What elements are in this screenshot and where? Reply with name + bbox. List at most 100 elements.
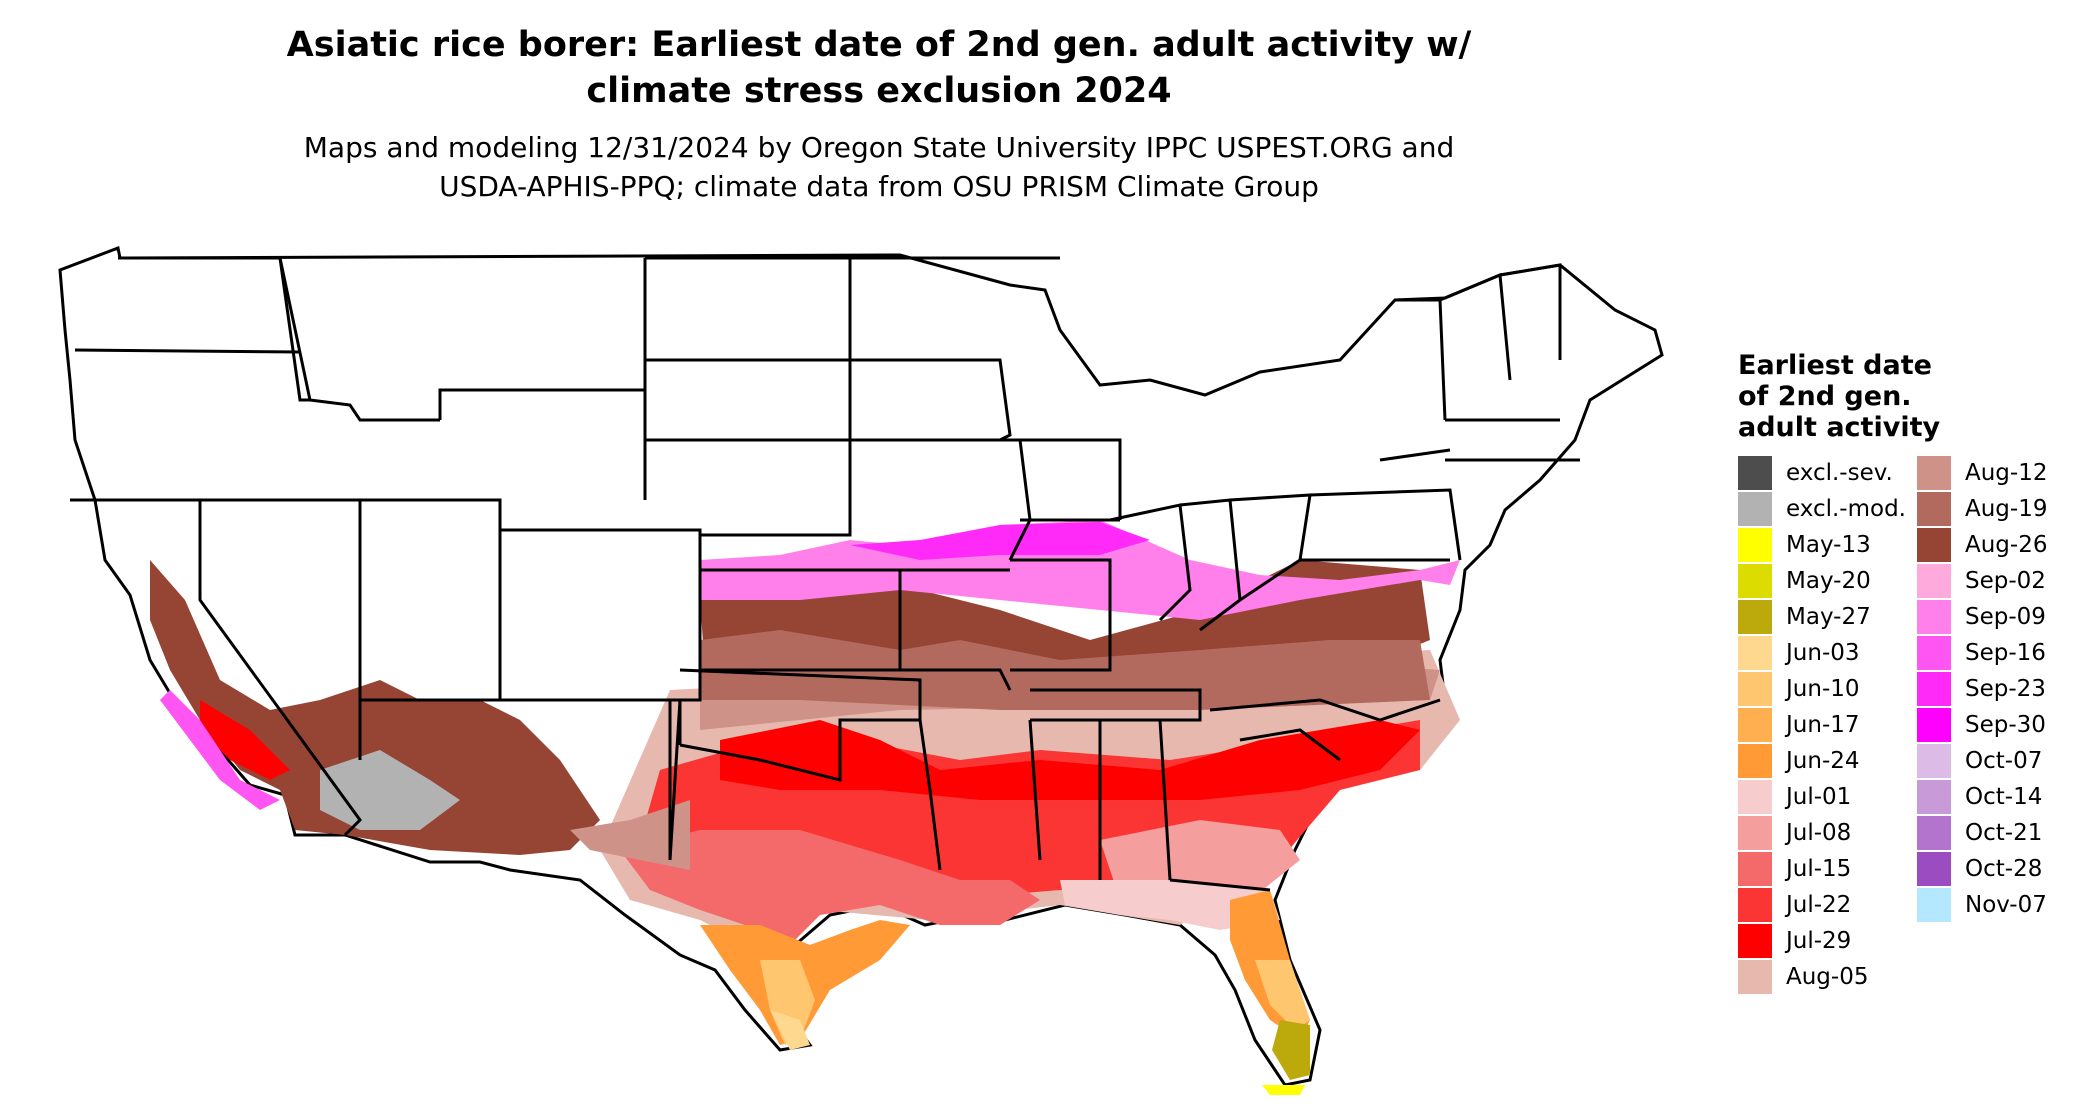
legend-swatch [1738, 852, 1772, 886]
legend-label: Sep-09 [1965, 604, 2046, 630]
zone-jul01 [1060, 880, 1280, 930]
legend-item: Aug-19 [1917, 491, 2047, 527]
legend-swatch [1738, 960, 1772, 994]
legend-item: Oct-28 [1917, 851, 2047, 887]
map-subtitle: Maps and modeling 12/31/2024 by Oregon S… [0, 128, 1758, 206]
legend-label: Jul-08 [1786, 820, 1852, 846]
legend-swatch [1738, 528, 1772, 562]
legend-item: Aug-12 [1917, 455, 2047, 491]
legend-label: Aug-12 [1965, 460, 2048, 486]
legend-label: excl.-mod. [1786, 496, 1906, 522]
legend-item: Sep-09 [1917, 599, 2047, 635]
legend-swatch [1917, 672, 1951, 706]
legend-label: Sep-02 [1965, 568, 2046, 594]
legend-label: excl.-sev. [1786, 460, 1893, 486]
legend-label: Aug-26 [1965, 532, 2048, 558]
legend-item: Jul-08 [1738, 815, 1906, 851]
legend-item: Aug-05 [1738, 959, 1906, 995]
legend-swatch [1738, 888, 1772, 922]
legend-swatch [1738, 780, 1772, 814]
zone-west-texas-aug12 [570, 800, 690, 870]
legend-swatch [1738, 600, 1772, 634]
legend-swatch [1917, 744, 1951, 778]
legend-item: Jul-22 [1738, 887, 1906, 923]
legend-swatch [1738, 744, 1772, 778]
legend-title-line-3: adult activity [1738, 412, 1941, 443]
legend-swatch [1738, 492, 1772, 526]
legend-title: Earliest date of 2nd gen. adult activity [1738, 350, 1940, 443]
legend-label: Jul-15 [1786, 856, 1852, 882]
map-title: Asiatic rice borer: Earliest date of 2nd… [0, 22, 1758, 114]
legend-label: Oct-14 [1965, 784, 2043, 810]
legend-item: Oct-14 [1917, 779, 2047, 815]
legend-swatch [1738, 636, 1772, 670]
legend-label: Jul-01 [1786, 784, 1852, 810]
legend-swatch [1917, 780, 1951, 814]
legend-item: May-20 [1738, 563, 1906, 599]
zone-florida-jun10 [1255, 960, 1310, 1030]
map-title-line-1: Asiatic rice borer: Earliest date of 2nd… [286, 25, 1472, 65]
legend-label: Sep-16 [1965, 640, 2046, 666]
legend-swatch [1917, 600, 1951, 634]
legend-item: excl.-mod. [1738, 491, 1906, 527]
legend-item: Sep-30 [1917, 707, 2047, 743]
zone-west-jul29 [200, 700, 290, 780]
legend-label: Jun-03 [1786, 640, 1860, 666]
legend-label: Aug-05 [1786, 964, 1869, 990]
legend-swatch [1917, 816, 1951, 850]
zone-florida-may27 [1272, 1020, 1310, 1080]
legend-item: Oct-21 [1917, 815, 2047, 851]
legend-label: Sep-23 [1965, 676, 2046, 702]
map-title-line-2: climate stress exclusion 2024 [586, 71, 1172, 111]
legend-swatch [1738, 672, 1772, 706]
legend-title-line-2: of 2nd gen. [1738, 381, 1912, 412]
legend-swatch [1738, 456, 1772, 490]
legend-item: Oct-07 [1917, 743, 2047, 779]
legend-item: Jun-10 [1738, 671, 1906, 707]
legend-label: Jun-24 [1786, 748, 1860, 774]
legend-item: Sep-16 [1917, 635, 2047, 671]
legend-swatch [1917, 888, 1951, 922]
legend-item: excl.-sev. [1738, 455, 1906, 491]
legend-item: Nov-07 [1917, 887, 2047, 923]
legend-item: Jun-17 [1738, 707, 1906, 743]
legend-label: Aug-19 [1965, 496, 2048, 522]
legend-item: Jun-24 [1738, 743, 1906, 779]
legend-label: Nov-07 [1965, 892, 2047, 918]
legend-item: Jul-01 [1738, 779, 1906, 815]
zone-west-excl-mod [320, 750, 460, 830]
legend-item: Sep-02 [1917, 563, 2047, 599]
legend-swatch [1917, 564, 1951, 598]
zone-jun03 [770, 1010, 810, 1050]
legend-item: May-27 [1738, 599, 1906, 635]
legend-item: Jul-29 [1738, 923, 1906, 959]
legend-label: Oct-28 [1965, 856, 2043, 882]
legend-label: May-20 [1786, 568, 1871, 594]
legend-item: Jul-15 [1738, 851, 1906, 887]
legend-label: May-27 [1786, 604, 1871, 630]
zone-jul15 [620, 830, 1040, 945]
legend-label: Oct-07 [1965, 748, 2043, 774]
legend-swatch [1917, 708, 1951, 742]
us-phenology-map [58, 245, 1664, 1095]
zone-west-magenta [160, 690, 280, 810]
legend-label: Jul-22 [1786, 892, 1852, 918]
legend-column-2: Aug-12 Aug-19 Aug-26 Sep-02 Sep-09 Sep-16 Sep-… [1917, 455, 2047, 923]
zone-jul29 [720, 720, 1420, 800]
map-subtitle-line-1: Maps and modeling 12/31/2024 by Oregon S… [303, 131, 1455, 164]
legend-column-1: excl.-sev. excl.-mod. May-13 May-20 May-27 Ju… [1738, 455, 1906, 995]
map-subtitle-line-2: USDA-APHIS-PPQ; climate data from OSU PR… [439, 170, 1319, 203]
legend-swatch [1917, 528, 1951, 562]
legend-label: Sep-30 [1965, 712, 2046, 738]
legend-item: Sep-23 [1917, 671, 2047, 707]
legend-swatch [1917, 456, 1951, 490]
legend-swatch [1738, 564, 1772, 598]
legend-title-line-1: Earliest date [1738, 350, 1932, 381]
legend-item: May-13 [1738, 527, 1906, 563]
legend-label: Jun-17 [1786, 712, 1860, 738]
legend-label: Jun-10 [1786, 676, 1860, 702]
zone-florida-may13 [1262, 1085, 1305, 1095]
legend-label: Jul-29 [1786, 928, 1852, 954]
legend-label: Oct-21 [1965, 820, 2043, 846]
zone-west-aug26 [150, 560, 600, 855]
